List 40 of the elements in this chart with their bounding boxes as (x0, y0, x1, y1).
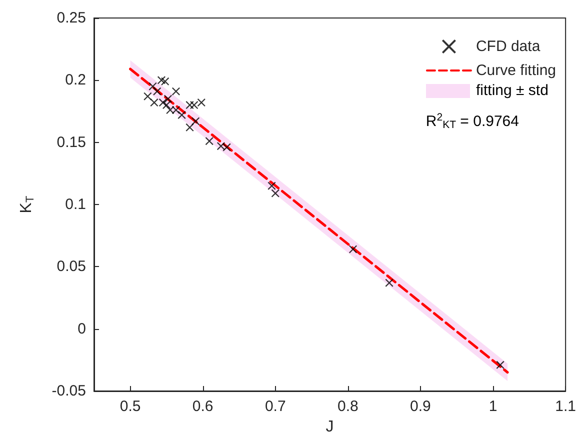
legend-label: CFD data (476, 38, 541, 55)
y-tick-label: -0.05 (52, 382, 86, 400)
point (197, 98, 206, 107)
point (190, 101, 198, 110)
x-tick-label: 0.8 (337, 398, 358, 415)
point (222, 143, 231, 152)
point (385, 278, 394, 287)
point (153, 87, 162, 96)
point (496, 360, 504, 369)
legend-label: Curve fitting (476, 62, 556, 79)
y-tick-label: 0 (78, 320, 86, 338)
y-tick-label: 0.25 (56, 10, 86, 26)
point (162, 101, 171, 110)
annotation: fitting ± std (476, 82, 548, 99)
y-tick-label: 0.1 (65, 196, 86, 213)
point (178, 110, 186, 119)
point (216, 142, 225, 150)
point (192, 117, 200, 126)
point (186, 101, 194, 110)
x-tick-label: 1 (488, 398, 498, 415)
point (349, 245, 358, 254)
x-axis-title: J (326, 418, 334, 436)
x-tick-label: 1.1 (555, 398, 576, 415)
point (172, 106, 180, 114)
x-tick-label: 0.9 (410, 398, 431, 415)
point (161, 77, 170, 86)
point (172, 87, 180, 96)
x-tick-label: 0.5 (120, 398, 141, 415)
x-tick-label: 0.6 (192, 398, 214, 415)
y-axis-title: KT (18, 196, 36, 214)
point (150, 98, 158, 107)
point (157, 76, 166, 84)
point (271, 189, 280, 198)
y-tick-label: 0.15 (56, 134, 86, 151)
x-tick-label: 0.7 (264, 398, 286, 415)
point (205, 137, 214, 146)
y-tick-label: 0.2 (65, 72, 86, 89)
point (164, 94, 172, 103)
point (268, 182, 276, 190)
y-tick-label: 0.05 (56, 258, 86, 276)
